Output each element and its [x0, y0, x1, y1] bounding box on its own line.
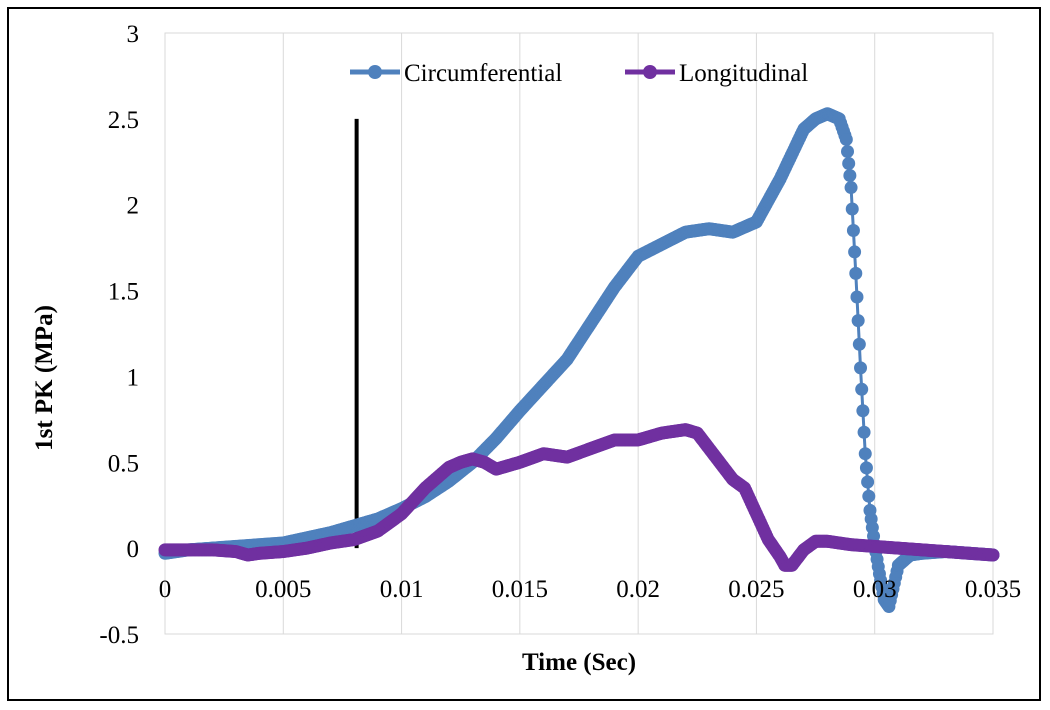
data-point-circumferential [845, 202, 859, 216]
data-point-circumferential [852, 337, 866, 351]
series-circumferential [158, 107, 1000, 614]
y-tick-label: 0 [127, 536, 140, 563]
data-point-circumferential [848, 245, 862, 259]
y-tick-label: 2.5 [108, 107, 139, 134]
data-point-circumferential [858, 447, 872, 461]
data-point-circumferential [862, 489, 876, 503]
data-point-circumferential [859, 461, 873, 475]
series-longitudinal [158, 423, 1000, 572]
plot-area [164, 32, 994, 635]
x-tick-label: 0.01 [380, 576, 424, 603]
data-point-circumferential [855, 382, 869, 396]
data-point-circumferential [861, 475, 875, 489]
data-point-circumferential [857, 425, 871, 439]
x-tick-label: 0.035 [965, 576, 1021, 603]
data-point-circumferential [850, 290, 864, 304]
x-tick-label: 0.005 [255, 576, 311, 603]
plot-border [164, 32, 994, 635]
data-point-longitudinal [986, 548, 1000, 562]
legend-marker-longitudinal [643, 65, 657, 79]
y-axis-title: 1st PK (MPa) [31, 305, 58, 451]
x-tick-label: 0.02 [616, 576, 660, 603]
data-point-circumferential [843, 169, 857, 183]
y-tick-label: 0.5 [108, 450, 139, 477]
legend: Circumferential Longitudinal [350, 60, 808, 87]
x-axis-title: Time (Sec) [522, 649, 636, 676]
x-tick-label: 0 [159, 576, 172, 603]
legend-marker-circumferential [368, 65, 382, 79]
y-tick-label: 1.5 [108, 279, 139, 306]
data-point-circumferential [839, 132, 853, 146]
x-tick-label: 0.025 [728, 576, 784, 603]
data-point-circumferential [841, 144, 855, 158]
data-point-circumferential [851, 314, 865, 328]
data-point-circumferential [856, 404, 870, 418]
data-point-circumferential [854, 361, 868, 375]
y-tick-label: -0.5 [99, 622, 139, 649]
data-point-circumferential [844, 181, 858, 195]
x-axis-ticks: 0 0.005 0.01 0.015 0.02 0.025 0.03 0.035 [159, 576, 1021, 603]
y-tick-label: 2 [127, 193, 140, 220]
legend-label-longitudinal: Longitudinal [679, 60, 808, 87]
data-point-circumferential [842, 157, 856, 171]
data-point-circumferential [846, 223, 860, 237]
x-tick-label: 0.03 [853, 576, 897, 603]
y-tick-label: 3 [127, 21, 140, 48]
chart-frame [7, 7, 1041, 701]
y-axis-ticks: -0.5 0 0.5 1 1.5 2 2.5 3 [99, 21, 139, 649]
legend-label-circumferential: Circumferential [404, 60, 562, 87]
data-point-circumferential [849, 266, 863, 280]
y-tick-label: 1 [127, 364, 140, 391]
x-tick-label: 0.015 [492, 576, 548, 603]
series-layer [158, 107, 1000, 614]
